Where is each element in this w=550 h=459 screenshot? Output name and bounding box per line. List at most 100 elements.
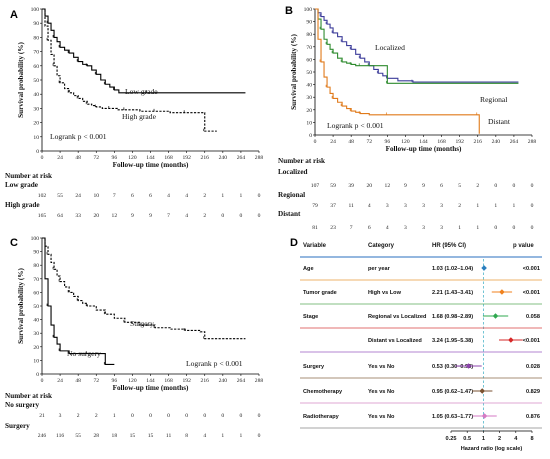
x-tick-label: 24 (57, 378, 63, 384)
risk-value: 7 (113, 193, 116, 199)
logrank-annotation: Logrank p < 0.001 (186, 359, 243, 368)
risk-value: 0 (203, 413, 206, 419)
risk-value: 246 (38, 433, 47, 439)
y-tick-label: 90 (33, 21, 39, 27)
risk-value: 21 (39, 413, 45, 419)
risk-value: 3 (404, 203, 407, 209)
x-tick-label: 72 (93, 378, 99, 384)
risk-value: 3 (386, 203, 389, 209)
x-tick-label: 48 (348, 139, 354, 145)
risk-value: 4 (386, 225, 389, 231)
risk-value: 0 (494, 225, 497, 231)
risk-value: 3 (59, 413, 62, 419)
x-tick-label: 120 (401, 139, 410, 145)
x-tick-label: 168 (164, 378, 173, 384)
risk-value: 24 (75, 193, 81, 199)
y-tick-label: 50 (33, 304, 39, 310)
forest-plot-panel: D Variable Category HR (95% CI) p value Age pe… (290, 237, 542, 452)
hr-point-marker (465, 363, 472, 369)
x-tick-label: 192 (455, 139, 464, 145)
row-p-value: 0.829 (526, 389, 540, 395)
km-curve-distant (315, 8, 480, 134)
risk-value: 1 (513, 203, 516, 209)
risk-value: 0 (258, 433, 261, 439)
x-tick-label: 288 (255, 155, 264, 161)
km-curve-low-grade (42, 8, 246, 94)
series-label: No surgery (67, 349, 101, 358)
logrank-annotation: Logrank p < 0.001 (327, 121, 384, 130)
x-tick-label: 96 (112, 378, 118, 384)
risk-value: 0 (149, 413, 152, 419)
y-tick-label: 70 (33, 277, 39, 283)
risk-value: 15 (148, 433, 154, 439)
risk-value: 3 (440, 225, 443, 231)
x-tick-label: 120 (128, 378, 137, 384)
forest-x-axis-title: Hazard ratio (log scale) (461, 446, 523, 452)
risk-value: 0 (494, 183, 497, 189)
logrank-annotation: Logrank p < 0.001 (50, 132, 107, 141)
row-variable: Surgery (303, 364, 325, 370)
risk-value: 0 (513, 225, 516, 231)
row-variable: Stage (303, 314, 318, 320)
y-axis-title: Survival probability (%) (17, 268, 25, 344)
y-tick-label: 100 (31, 236, 40, 242)
km-curve-surgery (42, 237, 246, 340)
row-p-value: <0.001 (523, 338, 540, 344)
risk-value: 1 (476, 203, 479, 209)
x-tick-label: 72 (93, 155, 99, 161)
risk-table-title: Number at risk (5, 392, 52, 400)
y-tick-label: 60 (33, 64, 39, 70)
risk-value: 4 (368, 203, 371, 209)
row-hr-text: 1.05 (0.63–1.77) (432, 414, 473, 420)
y-tick-label: 30 (33, 331, 39, 337)
y-tick-label: 90 (306, 20, 312, 26)
row-category: per year (368, 266, 391, 272)
y-tick-label: 80 (33, 263, 39, 269)
forest-x-tick-label: 8 (530, 436, 533, 442)
x-tick-label: 240 (219, 378, 228, 384)
risk-value: 4 (185, 213, 188, 219)
risk-value: 1 (221, 433, 224, 439)
y-tick-label: 80 (306, 32, 312, 38)
risk-value: 2 (95, 413, 98, 419)
risk-value: 11 (166, 433, 172, 439)
row-hr-text: 1.03 (1.02–1.04) (432, 266, 473, 272)
risk-value: 2 (203, 193, 206, 199)
forest-x-tick-label: 4 (514, 436, 518, 442)
km-curve-localized (315, 8, 519, 83)
risk-value: 4 (185, 193, 188, 199)
risk-value: 116 (56, 433, 64, 439)
risk-value: 0 (131, 413, 134, 419)
row-variable: Tumor grade (303, 290, 337, 296)
y-tick-label: 40 (33, 318, 39, 324)
series-label: High grade (122, 112, 157, 121)
risk-value: 11 (348, 203, 354, 209)
row-hr-text: 0.95 (0.62–1.47) (432, 389, 473, 395)
risk-value: 37 (330, 203, 336, 209)
risk-value: 0 (240, 413, 243, 419)
risk-value: 28 (93, 433, 99, 439)
risk-value: 4 (203, 433, 206, 439)
risk-row-label: Surgery (5, 422, 30, 430)
risk-value: 20 (366, 183, 372, 189)
risk-value: 6 (131, 193, 134, 199)
x-tick-label: 48 (75, 155, 81, 161)
risk-value: 5 (458, 183, 461, 189)
y-tick-label: 60 (306, 57, 312, 63)
risk-row-label: High grade (5, 201, 40, 209)
x-tick-label: 0 (41, 155, 44, 161)
risk-table-title: Number at risk (5, 172, 52, 180)
risk-value: 3 (422, 203, 425, 209)
risk-value: 7 (167, 213, 170, 219)
row-category: Distant vs Localized (368, 338, 422, 344)
y-axis-title: Survival probability (%) (290, 34, 298, 110)
risk-value: 1 (476, 225, 479, 231)
row-p-value: <0.001 (523, 290, 540, 296)
row-p-value: 0.028 (526, 364, 540, 370)
hr-point-marker (481, 413, 488, 419)
row-category: Yes vs No (368, 414, 395, 420)
forest-x-tick-label: 2 (498, 436, 501, 442)
risk-value: 0 (531, 203, 534, 209)
y-tick-label: 50 (33, 78, 39, 84)
